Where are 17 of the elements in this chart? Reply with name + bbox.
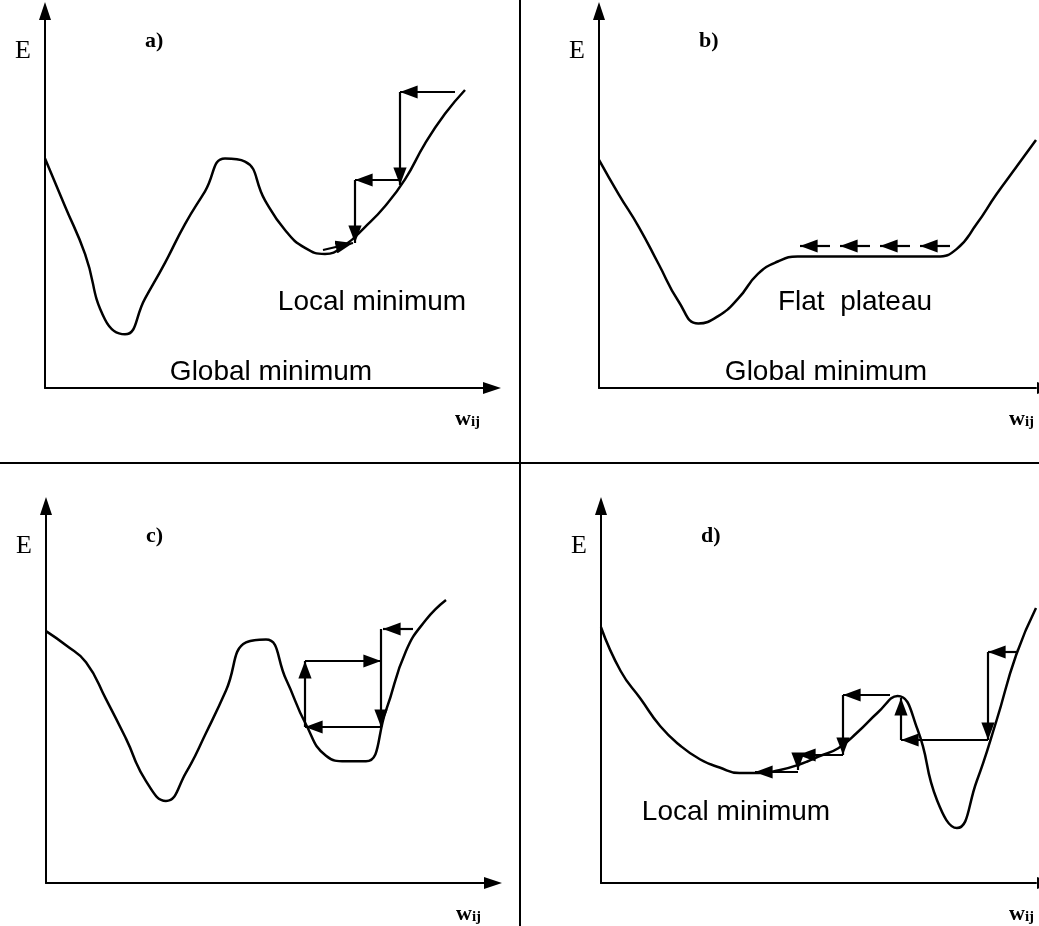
annotation: Local minimum xyxy=(277,284,467,316)
y-axis-title: E xyxy=(15,34,31,64)
chart-title: d) xyxy=(701,521,721,547)
annotation: Global minimum xyxy=(169,354,373,386)
y-axis-title: E xyxy=(569,34,585,64)
x-axis-title: wij xyxy=(455,404,481,430)
y-axis-title: E xyxy=(571,529,587,559)
x-axis-title: wij xyxy=(1009,404,1035,430)
annotation: Local minimum xyxy=(641,794,831,826)
annotation: Global minimum xyxy=(724,354,928,386)
chart-title: a) xyxy=(145,26,164,52)
annotation: Flat plateau xyxy=(777,284,933,316)
y-axis-title: E xyxy=(16,529,32,559)
chart-title: b) xyxy=(699,26,719,52)
chart-title: c) xyxy=(146,521,164,547)
x-axis-title: wij xyxy=(1009,899,1035,925)
x-axis-title: wij xyxy=(456,899,482,925)
